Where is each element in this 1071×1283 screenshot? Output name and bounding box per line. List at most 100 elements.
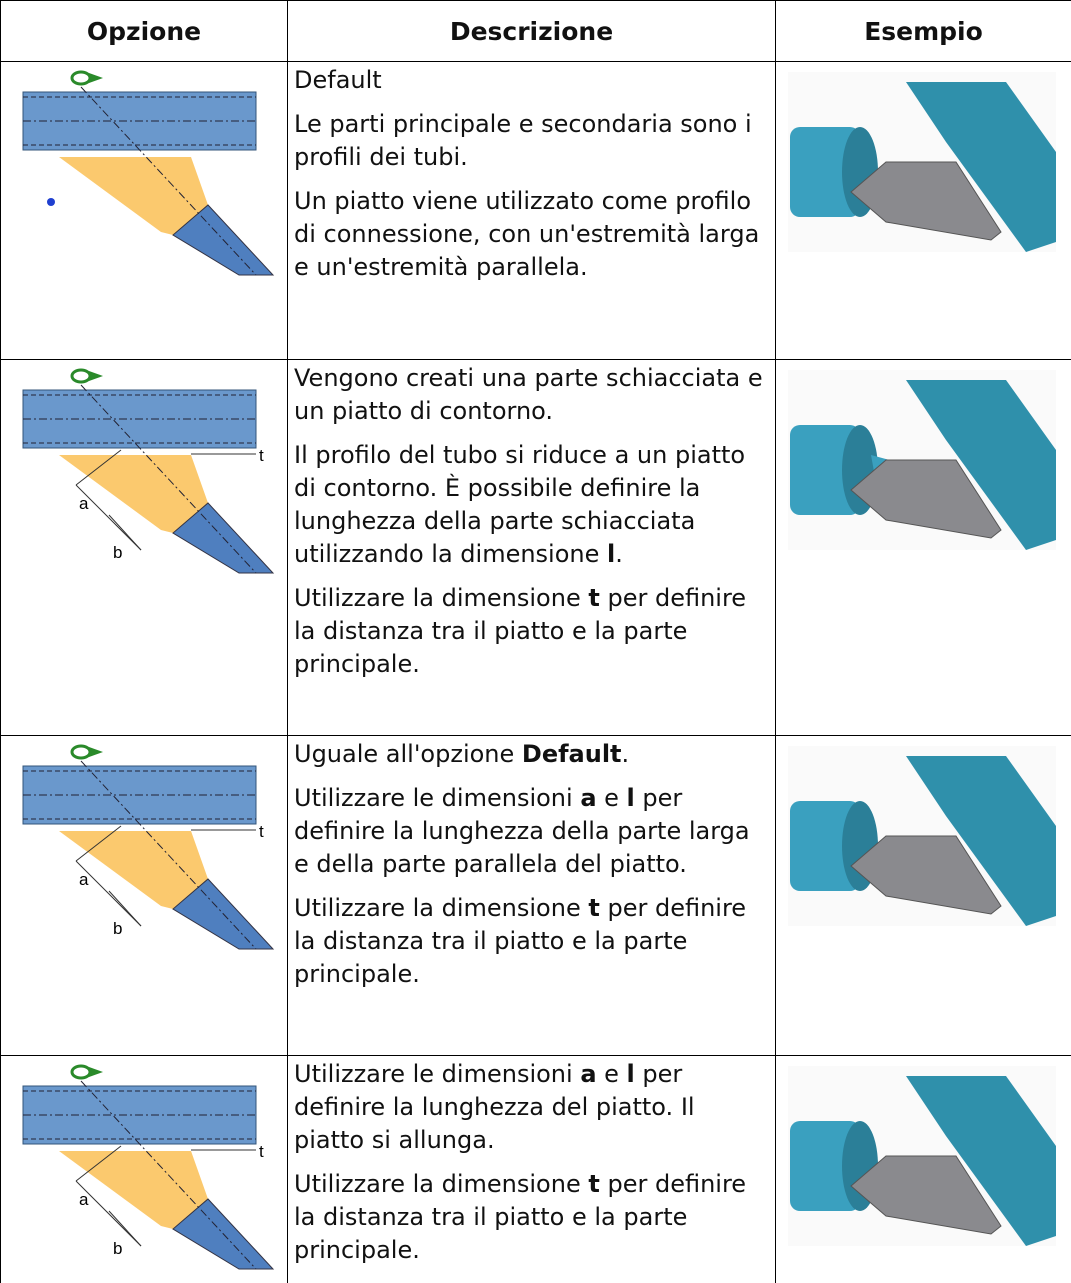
diagram-shape xyxy=(80,760,257,950)
dimension-label: t xyxy=(259,446,264,465)
description-paragraph: Utilizzare la dimensione t per definire … xyxy=(294,582,769,681)
option-cell xyxy=(0,61,288,360)
example-shape xyxy=(906,1076,1056,1246)
option-diagram xyxy=(22,70,275,276)
example-shape xyxy=(850,161,1002,241)
diagram-shape xyxy=(80,1080,257,1270)
diagram-shape xyxy=(59,1151,208,1229)
option-diagram: t a b xyxy=(22,368,275,574)
diagram-shape xyxy=(70,1064,92,1080)
text-run: e xyxy=(596,1060,627,1088)
text-run: Il profilo del tubo si riduce a un piatt… xyxy=(294,441,746,568)
diagram-shape xyxy=(47,198,55,206)
description-paragraph: Il profilo del tubo si riduce a un piatt… xyxy=(294,439,769,571)
bold-run: Default xyxy=(521,740,622,768)
dimension-label: a xyxy=(79,870,89,889)
header-cell: Opzione xyxy=(0,0,288,62)
example-image xyxy=(788,746,1056,926)
diagram-shape xyxy=(75,860,142,927)
text-run: Default xyxy=(294,66,382,94)
diagram-shape xyxy=(75,449,122,486)
header-cell: Descrizione xyxy=(287,0,776,62)
text-run: Un piatto viene utilizzato come profilo … xyxy=(294,187,760,281)
diagram-shape xyxy=(89,73,103,83)
example-shape xyxy=(906,380,1056,550)
description-paragraph: Uguale all'opzione Default. xyxy=(294,738,769,771)
dimension-label: b xyxy=(113,543,122,562)
diagram-shape xyxy=(59,455,208,533)
diagram-shape xyxy=(59,831,208,909)
text-run: Le parti principale e secondaria sono i … xyxy=(294,110,752,171)
example-image xyxy=(788,72,1056,252)
description-paragraph: Default xyxy=(294,64,769,97)
text-run: Uguale all'opzione xyxy=(294,740,522,768)
table-row: t a b Uguale all'opzione Default. Utilizzare… xyxy=(0,735,1071,1056)
bold-run: a xyxy=(580,1060,597,1088)
bold-run: l xyxy=(626,784,635,812)
table-row: Default Le parti principale e secondaria … xyxy=(0,61,1071,360)
diagram-shape xyxy=(70,744,92,760)
bold-run: l xyxy=(626,1060,635,1088)
example-cell xyxy=(775,359,1071,736)
example-shape xyxy=(850,1155,1002,1235)
table-row: t a b Utilizzare le dimensioni a e l per de… xyxy=(0,1055,1071,1283)
diagram-shape xyxy=(70,70,92,86)
example-cell xyxy=(775,1055,1071,1283)
diagram-shape xyxy=(70,368,92,384)
text-run: per definire la lunghezza del piatto. Il… xyxy=(294,1060,695,1154)
text-run: Utilizzare le dimensioni xyxy=(294,784,581,812)
diagram-shape xyxy=(108,1210,142,1247)
diagram-shape xyxy=(80,86,257,276)
diagram-shape xyxy=(59,157,208,235)
text-run: Utilizzare la dimensione xyxy=(294,584,589,612)
description-paragraph: Utilizzare le dimensioni a e l per defin… xyxy=(294,1058,769,1157)
dimension-label: a xyxy=(79,494,89,513)
example-shape xyxy=(850,835,1002,915)
description-cell: Vengono creati una parte schiacciata e u… xyxy=(287,359,776,736)
bold-run: t xyxy=(588,584,600,612)
table-row: t a b Vengono creati una parte schiacciata … xyxy=(0,359,1071,736)
diagram-shape xyxy=(80,384,257,574)
option-diagram: t a b xyxy=(22,744,275,950)
diagram-shape xyxy=(89,1067,103,1077)
example-shape xyxy=(906,756,1056,926)
text-run: Utilizzare le dimensioni xyxy=(294,1060,581,1088)
description-paragraph: Vengono creati una parte schiacciata e u… xyxy=(294,362,769,428)
dimension-label: a xyxy=(79,1190,89,1209)
bold-run: a xyxy=(580,784,597,812)
example-shape xyxy=(906,82,1056,252)
text-run: Utilizzare la dimensione xyxy=(294,894,589,922)
header-cell: Esempio xyxy=(775,0,1071,62)
text-run: per definire la distanza tra il piatto e… xyxy=(294,894,747,988)
example-image xyxy=(788,370,1056,550)
description-paragraph: Un piatto viene utilizzato come profilo … xyxy=(294,185,769,284)
dimension-label: t xyxy=(259,822,264,841)
example-shape xyxy=(850,459,1002,539)
text-run: e xyxy=(596,784,627,812)
text-run: per definire la distanza tra il piatto e… xyxy=(294,584,747,678)
example-shape xyxy=(790,127,860,217)
diagram-shape xyxy=(75,1180,142,1247)
bold-run: t xyxy=(588,894,600,922)
example-image xyxy=(788,1066,1056,1246)
description-cell: Uguale all'opzione Default. Utilizzare le… xyxy=(287,735,776,1056)
example-shape xyxy=(790,1121,860,1211)
description-paragraph: Utilizzare la dimensione t per definire … xyxy=(294,892,769,991)
option-cell: t a b xyxy=(0,1055,288,1283)
example-shape xyxy=(790,425,860,515)
text-run: Utilizzare la dimensione xyxy=(294,1170,589,1198)
option-cell: t a b xyxy=(0,735,288,1056)
diagram-shape xyxy=(75,484,142,551)
text-run: Vengono creati una parte schiacciata e u… xyxy=(294,364,763,425)
bold-run: t xyxy=(588,1170,600,1198)
text-run: per definire la distanza tra il piatto e… xyxy=(294,1170,747,1264)
description-cell: Default Le parti principale e secondaria … xyxy=(287,61,776,360)
example-cell xyxy=(775,61,1071,360)
text-run: . xyxy=(621,740,630,768)
dimension-label: t xyxy=(259,1142,264,1161)
description-paragraph: Utilizzare la dimensione t per definire … xyxy=(294,1168,769,1267)
diagram-shape xyxy=(89,747,103,757)
text-run: per definire la lunghezza della parte la… xyxy=(294,784,750,878)
diagram-shape xyxy=(89,371,103,381)
